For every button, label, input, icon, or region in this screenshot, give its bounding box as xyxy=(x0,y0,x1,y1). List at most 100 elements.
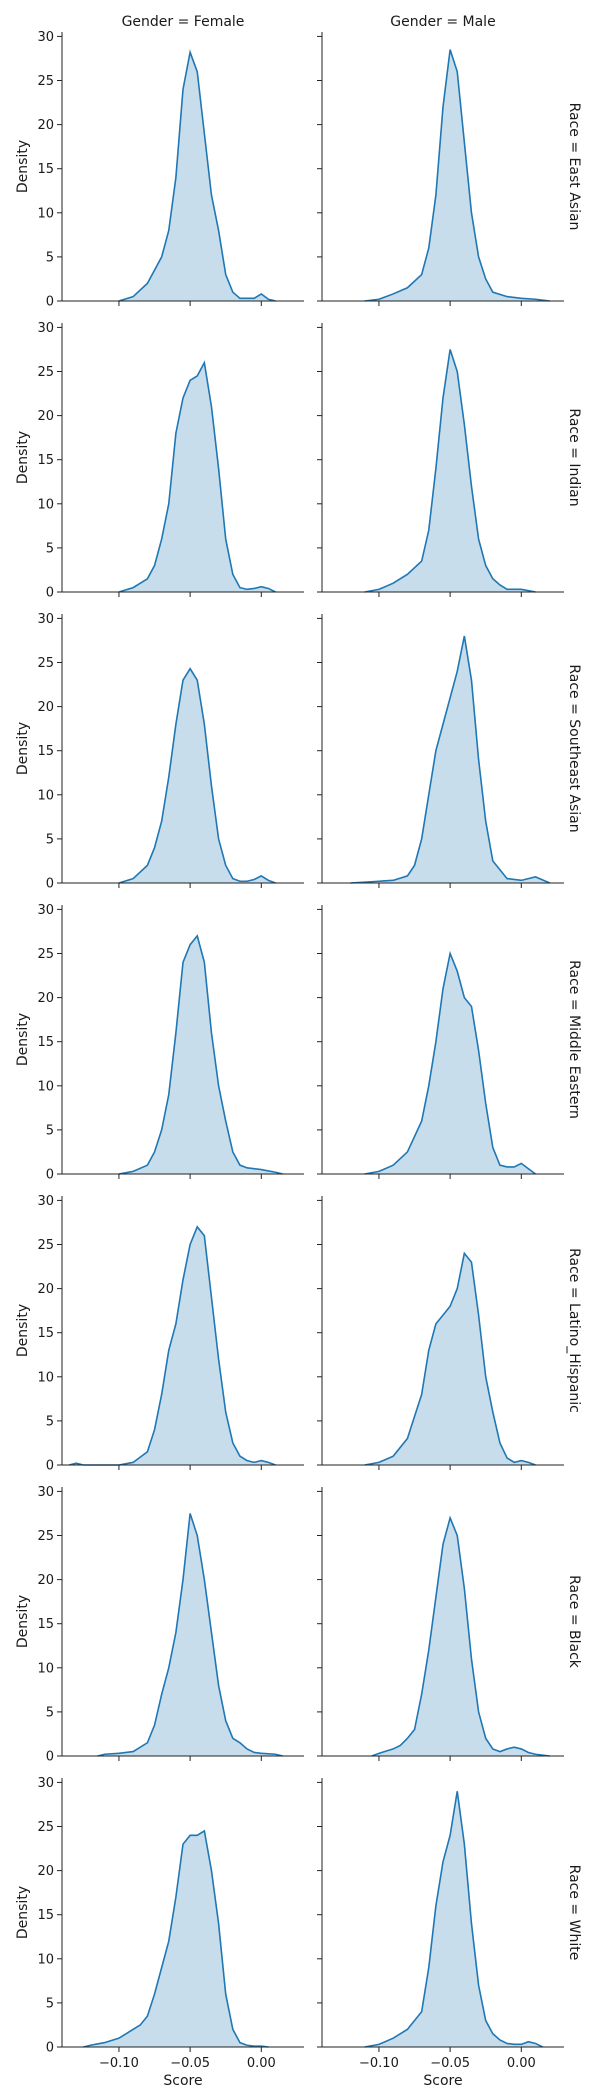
density-line xyxy=(118,360,276,593)
y-tick-label: 25 xyxy=(37,74,54,89)
y-tick-label: 15 xyxy=(37,162,54,177)
density-line xyxy=(364,1791,544,2048)
panel-r4-c0: 0 5 10 15 20 25 30 xyxy=(37,1194,304,1474)
density-line xyxy=(364,49,550,302)
panel-r6-c0: 0 5 10 15 20 25 30 −0.10 −0.05 0.00 Score xyxy=(37,1776,304,2089)
y-tick-label: 20 xyxy=(37,118,54,133)
y-tick-label: 15 xyxy=(37,1908,54,1923)
x-axis-title: Score xyxy=(163,2073,202,2089)
y-tick-label: 20 xyxy=(37,991,54,1006)
y-tick-label: 0 xyxy=(46,295,54,310)
y-tick-label: 10 xyxy=(37,1952,54,1967)
density-area xyxy=(364,49,550,301)
y-tick-label: 25 xyxy=(37,365,54,380)
density-line xyxy=(83,1829,269,2048)
density-line xyxy=(350,635,551,884)
density-line xyxy=(364,950,537,1175)
density-area xyxy=(83,1830,269,2047)
density-line xyxy=(118,49,276,302)
y-axis-title-row-1: Density xyxy=(15,431,31,484)
density-area xyxy=(118,668,276,883)
y-tick-label: 15 xyxy=(37,1326,54,1341)
row-title-1: Race = Indian xyxy=(566,408,582,506)
density-area xyxy=(364,1253,536,1465)
row-title-3: Race = Middle Eastern xyxy=(566,960,582,1119)
y-tick-label: 20 xyxy=(37,1282,54,1297)
y-tick-label: 25 xyxy=(37,656,54,671)
y-tick-label: 20 xyxy=(37,409,54,424)
density-line xyxy=(364,1251,536,1466)
y-tick-label: 30 xyxy=(37,321,54,336)
y-axis-title-row-0: Density xyxy=(15,140,31,193)
y-tick-label: 30 xyxy=(37,903,54,918)
y-tick-label: 5 xyxy=(46,1996,54,2011)
panel-r3-c0: 0 5 10 15 20 25 30 xyxy=(37,903,304,1183)
y-tick-label: 5 xyxy=(46,1414,54,1429)
y-tick-label: 15 xyxy=(37,1035,54,1050)
x-tick-label: 0.00 xyxy=(507,2056,536,2071)
density-area xyxy=(364,1791,543,2047)
panel-r0-c0: 0 5 10 15 20 25 30 xyxy=(37,30,304,310)
y-tick-label: 10 xyxy=(37,1661,54,1676)
y-tick-label: 0 xyxy=(46,2041,54,2056)
y-tick-label: 5 xyxy=(46,250,54,265)
y-tick-label: 25 xyxy=(37,1529,54,1544)
density-line xyxy=(364,349,536,593)
density-area xyxy=(371,1517,550,1756)
y-tick-label: 10 xyxy=(37,206,54,221)
panel-r4-c1 xyxy=(317,1196,564,1470)
x-tick-label: −0.10 xyxy=(359,2056,399,2071)
y-tick-label: 20 xyxy=(37,700,54,715)
y-tick-label: 10 xyxy=(37,1079,54,1094)
y-tick-label: 10 xyxy=(37,788,54,803)
density-area xyxy=(97,1513,283,1756)
y-tick-label: 30 xyxy=(37,1194,54,1209)
x-tick-label: −0.05 xyxy=(430,2056,470,2071)
y-axis-title-row-3: Density xyxy=(15,1013,31,1066)
row-title-5: Race = Black xyxy=(566,1575,582,1669)
y-tick-label: 25 xyxy=(37,1820,54,1835)
y-tick-label: 10 xyxy=(37,1370,54,1385)
y-tick-label: 5 xyxy=(46,832,54,847)
y-tick-label: 20 xyxy=(37,1864,54,1879)
panel-r3-c1 xyxy=(317,905,564,1179)
y-tick-label: 30 xyxy=(37,30,54,45)
row-title-0: Race = East Asian xyxy=(566,103,582,231)
density-area xyxy=(364,953,536,1174)
y-tick-label: 15 xyxy=(37,453,54,468)
y-tick-label: 30 xyxy=(37,1776,54,1791)
panel-r5-c0: 0 5 10 15 20 25 30 xyxy=(37,1485,304,1765)
y-tick-label: 0 xyxy=(46,1168,54,1183)
y-tick-label: 0 xyxy=(46,1750,54,1765)
panel-r1-c0: 0 5 10 15 20 25 30 xyxy=(37,321,304,601)
y-tick-label: 15 xyxy=(37,1617,54,1632)
density-area xyxy=(118,935,283,1174)
y-tick-label: 0 xyxy=(46,1459,54,1474)
panel-r2-c0: 0 5 10 15 20 25 30 xyxy=(37,612,304,892)
y-axis-title-row-5: Density xyxy=(15,1595,31,1648)
density-area xyxy=(364,349,536,592)
x-tick-label: −0.10 xyxy=(99,2056,139,2071)
panel-r6-c1: −0.10 −0.05 0.00 Score xyxy=(317,1778,564,2089)
column-title-1: Gender = Male xyxy=(390,14,495,30)
density-area xyxy=(118,362,276,592)
y-tick-label: 30 xyxy=(37,612,54,627)
density-line xyxy=(371,1515,550,1757)
row-title-2: Race = Southeast Asian xyxy=(566,664,582,832)
y-tick-label: 5 xyxy=(46,541,54,556)
column-title-0: Gender = Female xyxy=(122,14,245,30)
y-tick-label: 25 xyxy=(37,947,54,962)
y-tick-label: 15 xyxy=(37,744,54,759)
y-axis-title-row-6: Density xyxy=(15,1886,31,1939)
y-tick-label: 0 xyxy=(46,586,54,601)
panel-r1-c1 xyxy=(317,323,564,597)
density-line xyxy=(118,667,276,884)
panel-r0-c1 xyxy=(317,32,564,306)
density-line xyxy=(118,934,283,1175)
density-area xyxy=(118,52,276,301)
row-title-6: Race = White xyxy=(566,1865,582,1961)
x-tick-label: −0.05 xyxy=(170,2056,210,2071)
y-tick-label: 5 xyxy=(46,1123,54,1138)
y-tick-label: 30 xyxy=(37,1485,54,1500)
